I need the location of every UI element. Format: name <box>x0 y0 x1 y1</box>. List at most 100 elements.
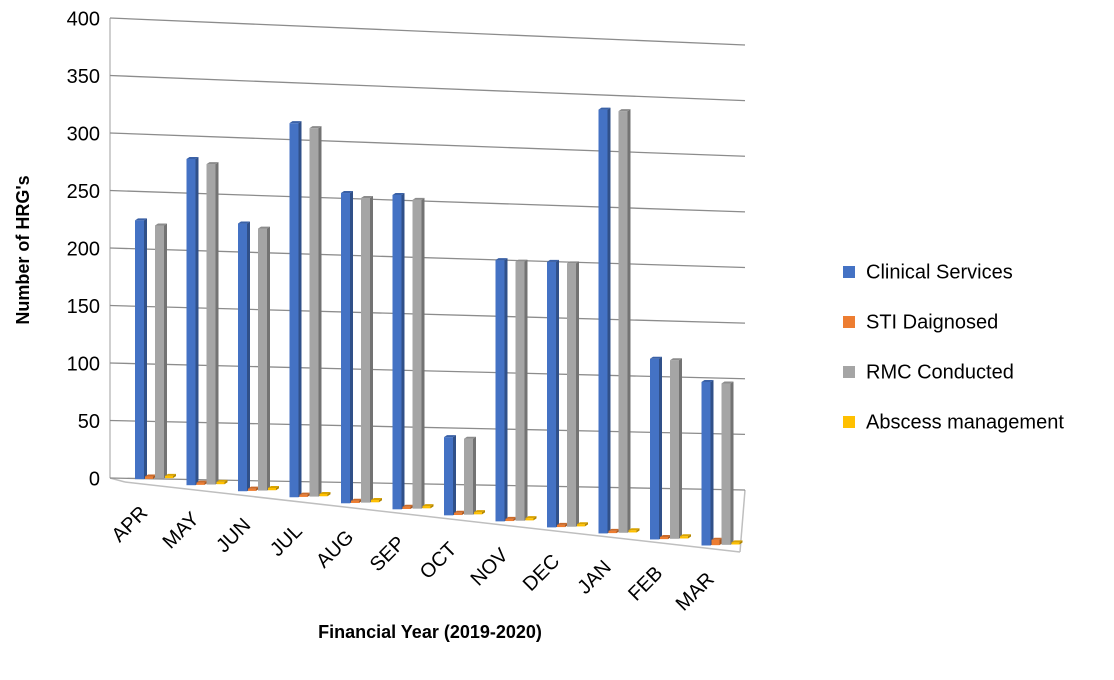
bar-face <box>402 506 411 509</box>
bar-face <box>421 197 425 509</box>
bar-face <box>135 218 147 221</box>
bar-face <box>453 435 456 516</box>
bar-face <box>680 534 691 537</box>
bar-face <box>670 360 679 539</box>
bar-face <box>533 516 537 521</box>
bar-face <box>688 534 691 539</box>
bar <box>206 162 219 485</box>
legend-label: Clinical Services <box>866 261 1013 283</box>
bar-face <box>608 530 617 534</box>
bar-face <box>195 157 199 486</box>
bar-face <box>401 192 405 510</box>
bar-face <box>505 516 517 519</box>
bar-face <box>650 356 662 359</box>
bar-face <box>557 522 568 525</box>
bar-face <box>145 476 153 479</box>
bar-face <box>547 259 559 262</box>
legend-swatch <box>843 266 855 278</box>
bar <box>444 435 456 516</box>
bar-face <box>248 486 259 489</box>
bar <box>464 436 476 515</box>
bar-face <box>258 226 270 229</box>
bar <box>495 258 508 522</box>
x-tick-label: FEB <box>624 562 667 605</box>
bar-face <box>711 539 720 546</box>
bar-face <box>351 498 362 501</box>
bar-face <box>289 123 299 498</box>
bar-face <box>309 126 322 129</box>
bar <box>165 473 176 479</box>
bar <box>680 534 691 539</box>
bar-face <box>577 524 585 527</box>
y-tick-label: 100 <box>67 353 100 375</box>
grid-line <box>109 362 746 380</box>
bar-face <box>135 220 144 480</box>
legend-swatch <box>843 366 855 378</box>
bar <box>238 221 250 492</box>
bar-face <box>628 530 637 533</box>
bar-face <box>392 192 405 195</box>
bar-face <box>309 128 319 497</box>
bar-face <box>268 485 279 488</box>
x-tick-label: APR <box>108 502 153 547</box>
bar-face <box>238 223 247 492</box>
bar-face <box>473 436 476 515</box>
bar-face <box>144 218 147 480</box>
bar <box>474 510 485 515</box>
bar-face <box>371 500 379 503</box>
bar-face <box>721 381 734 384</box>
bar-face <box>248 488 256 491</box>
bar <box>371 498 382 503</box>
bar <box>216 479 228 485</box>
y-axis-title: Number of HRG's <box>13 175 33 324</box>
y-tick-label: 250 <box>67 181 100 203</box>
grid-line <box>109 304 746 324</box>
bar-face <box>267 226 270 491</box>
bar <box>135 218 147 480</box>
bar-face <box>739 540 743 545</box>
bar <box>618 109 631 533</box>
bar-face <box>276 485 279 491</box>
bar <box>361 196 373 503</box>
bar-face <box>196 482 205 485</box>
x-tick-label: JUL <box>266 520 307 561</box>
legend-swatch <box>843 416 855 428</box>
bar-face <box>258 228 267 491</box>
y-tick-label: 300 <box>67 123 100 145</box>
x-tick-label: JUN <box>212 514 255 557</box>
bar-face <box>608 528 620 531</box>
bar <box>392 192 405 510</box>
bar <box>711 537 723 546</box>
bar-face <box>430 504 434 509</box>
bar-face <box>524 259 528 521</box>
bar-face <box>412 199 422 509</box>
bar <box>731 540 743 545</box>
bar-face <box>659 356 662 540</box>
bar-face <box>482 510 485 515</box>
bar-face <box>341 191 353 194</box>
bar-face <box>731 542 740 545</box>
bar-face <box>598 109 608 534</box>
bar-face <box>155 225 164 479</box>
grid-line <box>109 189 746 213</box>
bar-face <box>351 500 359 503</box>
legend-label: STI Daignosed <box>866 311 998 333</box>
bar-face <box>567 261 579 264</box>
bar-face <box>216 479 228 482</box>
bar <box>628 528 640 533</box>
bar <box>650 356 662 540</box>
x-axis-title: Financial Year (2019-2020) <box>318 622 542 642</box>
bar-face <box>370 196 373 503</box>
bar-face <box>721 383 731 545</box>
bar-face <box>319 492 331 495</box>
bar-face <box>298 121 302 498</box>
bar-face <box>556 259 559 528</box>
bar <box>701 379 714 546</box>
bar-face <box>238 221 250 224</box>
y-tick-label: 0 <box>89 468 100 490</box>
grid-line <box>109 132 746 157</box>
bar-face <box>165 473 176 476</box>
bar-face <box>444 437 453 516</box>
bar-face <box>577 522 588 525</box>
y-tick-label: 200 <box>67 238 100 260</box>
